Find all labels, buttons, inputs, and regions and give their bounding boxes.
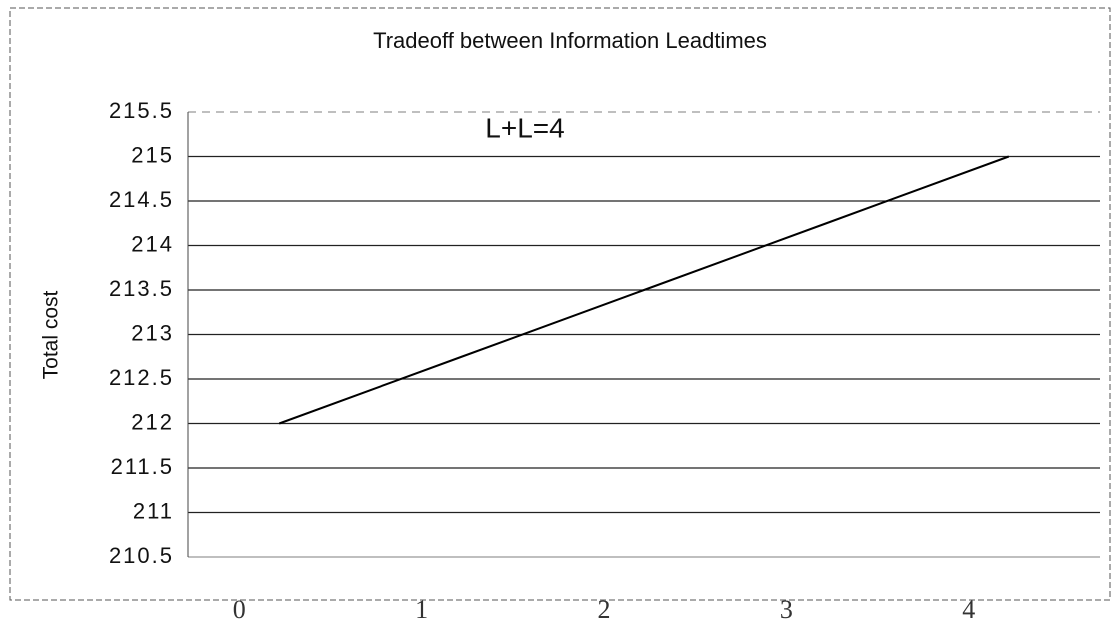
x-tick-label: 3 — [780, 595, 793, 623]
y-tick-label: 211.5 — [111, 454, 174, 479]
y-tick-label: 213.5 — [109, 276, 174, 301]
x-tick-label: 0 — [233, 595, 246, 623]
annotation: L+L=4 — [485, 112, 564, 143]
y-tick-label: 215 — [131, 142, 174, 167]
chart-title: Tradeoff between Information Leadtimes — [373, 28, 767, 53]
data-line — [278, 155, 1010, 425]
y-tick-label: 215.5 — [109, 98, 174, 123]
x-tick-label: 4 — [962, 595, 975, 623]
y-tick-label: 211 — [133, 498, 174, 523]
y-tick-label: 213 — [131, 320, 174, 345]
y-axis-label: Total cost — [40, 290, 63, 379]
y-tick-label: 214.5 — [109, 187, 174, 212]
y-tick-label: 212.5 — [109, 365, 174, 390]
x-tick-label: 1 — [415, 595, 428, 623]
y-tick-label: 214 — [131, 231, 174, 256]
y-tick-label: 210.5 — [109, 543, 174, 568]
y-tick-label: 212 — [131, 409, 174, 434]
x-tick-label: 2 — [598, 595, 611, 623]
chart-frame — [9, 7, 1111, 601]
